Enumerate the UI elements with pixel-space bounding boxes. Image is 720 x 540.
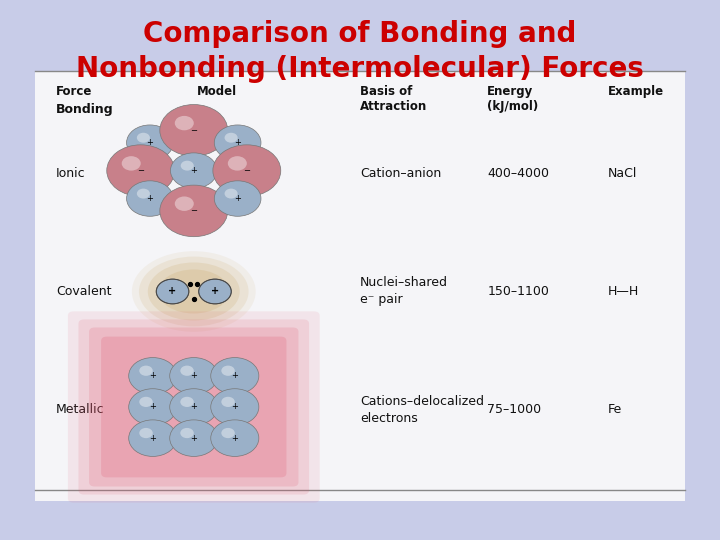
Text: Cations–delocalized
electrons: Cations–delocalized electrons (360, 395, 484, 424)
Text: +: + (234, 194, 241, 203)
Circle shape (160, 185, 228, 237)
Text: Ionic: Ionic (56, 167, 86, 180)
Circle shape (129, 420, 177, 456)
Text: +: + (231, 402, 238, 411)
Circle shape (107, 145, 175, 197)
Text: NaCl: NaCl (608, 167, 637, 180)
Text: +: + (149, 402, 156, 411)
Text: +: + (146, 194, 153, 203)
Circle shape (221, 397, 235, 407)
Circle shape (127, 181, 174, 217)
Text: +: + (234, 138, 241, 147)
Text: +: + (168, 287, 176, 296)
Text: Force: Force (56, 85, 92, 98)
Circle shape (215, 181, 261, 217)
Text: +: + (231, 434, 238, 443)
Text: −: − (190, 126, 197, 135)
Text: Cation–anion: Cation–anion (360, 167, 441, 180)
Text: +: + (149, 372, 156, 380)
Circle shape (181, 161, 194, 171)
Text: +: + (190, 434, 197, 443)
Text: Example: Example (608, 85, 664, 98)
Ellipse shape (148, 262, 240, 321)
Circle shape (225, 133, 238, 143)
Circle shape (221, 366, 235, 376)
Circle shape (171, 153, 217, 188)
Circle shape (139, 366, 153, 376)
Circle shape (211, 357, 259, 394)
Text: +: + (190, 166, 197, 175)
Text: +: + (146, 138, 153, 147)
Circle shape (122, 156, 140, 171)
Circle shape (170, 420, 218, 456)
Circle shape (160, 105, 228, 156)
Text: Metallic: Metallic (56, 403, 104, 416)
Circle shape (211, 420, 259, 456)
Text: +: + (190, 372, 197, 380)
Circle shape (137, 133, 150, 143)
Text: Bonding: Bonding (56, 104, 114, 117)
Ellipse shape (158, 269, 229, 314)
Circle shape (180, 366, 194, 376)
Circle shape (129, 357, 177, 394)
Circle shape (180, 428, 194, 438)
Circle shape (170, 389, 218, 426)
Circle shape (175, 197, 194, 211)
Circle shape (129, 389, 177, 426)
Circle shape (221, 428, 235, 438)
FancyBboxPatch shape (68, 312, 320, 503)
Text: +: + (149, 434, 156, 443)
Text: −: − (243, 166, 251, 175)
Text: Model: Model (197, 85, 238, 98)
Text: Nuclei–shared
e⁻ pair: Nuclei–shared e⁻ pair (360, 276, 448, 307)
Text: −: − (138, 166, 144, 175)
Text: +: + (211, 287, 219, 296)
Text: 400–4000: 400–4000 (487, 167, 549, 180)
Text: Comparison of Bonding and
Nonbonding (Intermolecular) Forces: Comparison of Bonding and Nonbonding (In… (76, 20, 644, 83)
Circle shape (211, 389, 259, 426)
Text: Basis of
Attraction: Basis of Attraction (360, 85, 427, 113)
Circle shape (139, 397, 153, 407)
Circle shape (199, 279, 231, 304)
Circle shape (127, 125, 174, 160)
Text: H—H: H—H (608, 285, 639, 298)
Circle shape (156, 279, 189, 304)
Text: +: + (231, 372, 238, 380)
FancyBboxPatch shape (78, 320, 309, 495)
Text: 150–1100: 150–1100 (487, 285, 549, 298)
Ellipse shape (139, 256, 248, 326)
Circle shape (228, 156, 247, 171)
Circle shape (175, 116, 194, 130)
FancyBboxPatch shape (35, 71, 685, 501)
Text: 75–1000: 75–1000 (487, 403, 541, 416)
Circle shape (139, 428, 153, 438)
Text: Fe: Fe (608, 403, 622, 416)
Text: Covalent: Covalent (56, 285, 112, 298)
Circle shape (170, 357, 218, 394)
Circle shape (225, 188, 238, 199)
Text: +: + (190, 402, 197, 411)
Circle shape (180, 397, 194, 407)
Text: −: − (190, 206, 197, 215)
FancyBboxPatch shape (89, 327, 299, 487)
FancyBboxPatch shape (101, 336, 287, 477)
Ellipse shape (132, 251, 256, 332)
Text: Energy
(kJ/mol): Energy (kJ/mol) (487, 85, 539, 113)
Circle shape (137, 188, 150, 199)
Circle shape (215, 125, 261, 160)
Circle shape (213, 145, 281, 197)
